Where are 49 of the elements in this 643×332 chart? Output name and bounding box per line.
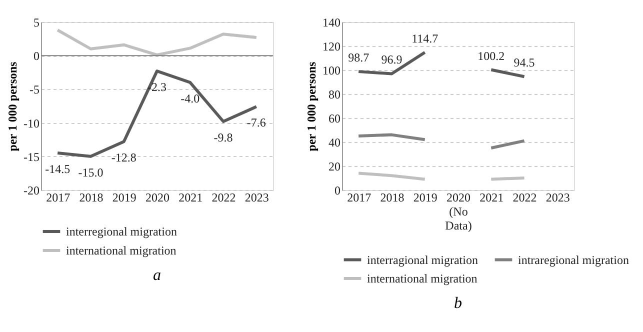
x-tick-label: 2023 bbox=[244, 190, 269, 204]
data-label: 96.9 bbox=[381, 52, 402, 67]
data-label: -4.0 bbox=[180, 91, 200, 106]
x-tick-label: 2023 bbox=[546, 190, 570, 204]
y-tick-label: 60 bbox=[328, 112, 340, 126]
y-tick-label: 140 bbox=[322, 16, 340, 30]
line-series bbox=[56, 28, 258, 56]
y-axis-title: per 1 000 persons bbox=[304, 61, 318, 152]
x-tick-label: 2020 bbox=[146, 190, 170, 204]
y-tick-label: 80 bbox=[328, 88, 340, 102]
legend-label: interragional migration bbox=[367, 252, 478, 267]
y-tick-label: -10 bbox=[24, 116, 40, 130]
text: b bbox=[454, 295, 462, 312]
data-label: 100.2 bbox=[478, 48, 505, 63]
y-tick-label: 0 bbox=[34, 49, 40, 64]
x-tick-label: 2019 bbox=[112, 190, 136, 204]
legend-label: international migration bbox=[367, 272, 478, 286]
text: a bbox=[153, 267, 161, 284]
x-tick-label: 2022 bbox=[212, 190, 236, 204]
x-tick-label: 2020 (No Data) bbox=[445, 190, 472, 232]
x-tick-label: 2018 bbox=[79, 190, 104, 204]
x-tick-label: 2017 bbox=[347, 190, 372, 204]
y-tick-label: -20 bbox=[24, 184, 40, 198]
data-label: 98.7 bbox=[348, 50, 370, 65]
x-tick-label: 2017 bbox=[46, 190, 70, 204]
y-tick-label: 5 bbox=[34, 16, 40, 30]
legend-label: interregional migration bbox=[66, 224, 177, 238]
x-tick-label: 2019 bbox=[413, 190, 438, 204]
data-label: -12.8 bbox=[111, 150, 136, 165]
y-tick-label: 20 bbox=[328, 160, 340, 174]
data-label: -14.5 bbox=[45, 162, 70, 176]
y-tick-label: -5 bbox=[30, 82, 40, 97]
data-label: -9.8 bbox=[214, 130, 233, 144]
y-tick-label: 0 bbox=[334, 184, 340, 198]
x-tick-label: 2021 bbox=[480, 190, 504, 204]
x-tick-label: 2018 bbox=[380, 190, 404, 204]
y-tick-label: 100 bbox=[322, 64, 340, 78]
y-tick-label: -15 bbox=[24, 150, 40, 164]
x-tick-label: 2022 bbox=[512, 190, 537, 204]
y-axis-title: per 1 000 persons bbox=[6, 61, 20, 152]
legend-label: intraregional migration bbox=[518, 252, 629, 267]
y-tick-label: 40 bbox=[328, 136, 340, 150]
legend-label: international migration bbox=[66, 244, 176, 258]
data-label: 114.7 bbox=[412, 31, 438, 46]
data-label: -7.6 bbox=[246, 116, 266, 130]
data-label: -15.0 bbox=[78, 165, 104, 180]
x-tick-label: 2021 bbox=[178, 190, 203, 204]
data-label: 94.5 bbox=[514, 56, 535, 70]
y-tick-label: 120 bbox=[322, 40, 340, 54]
